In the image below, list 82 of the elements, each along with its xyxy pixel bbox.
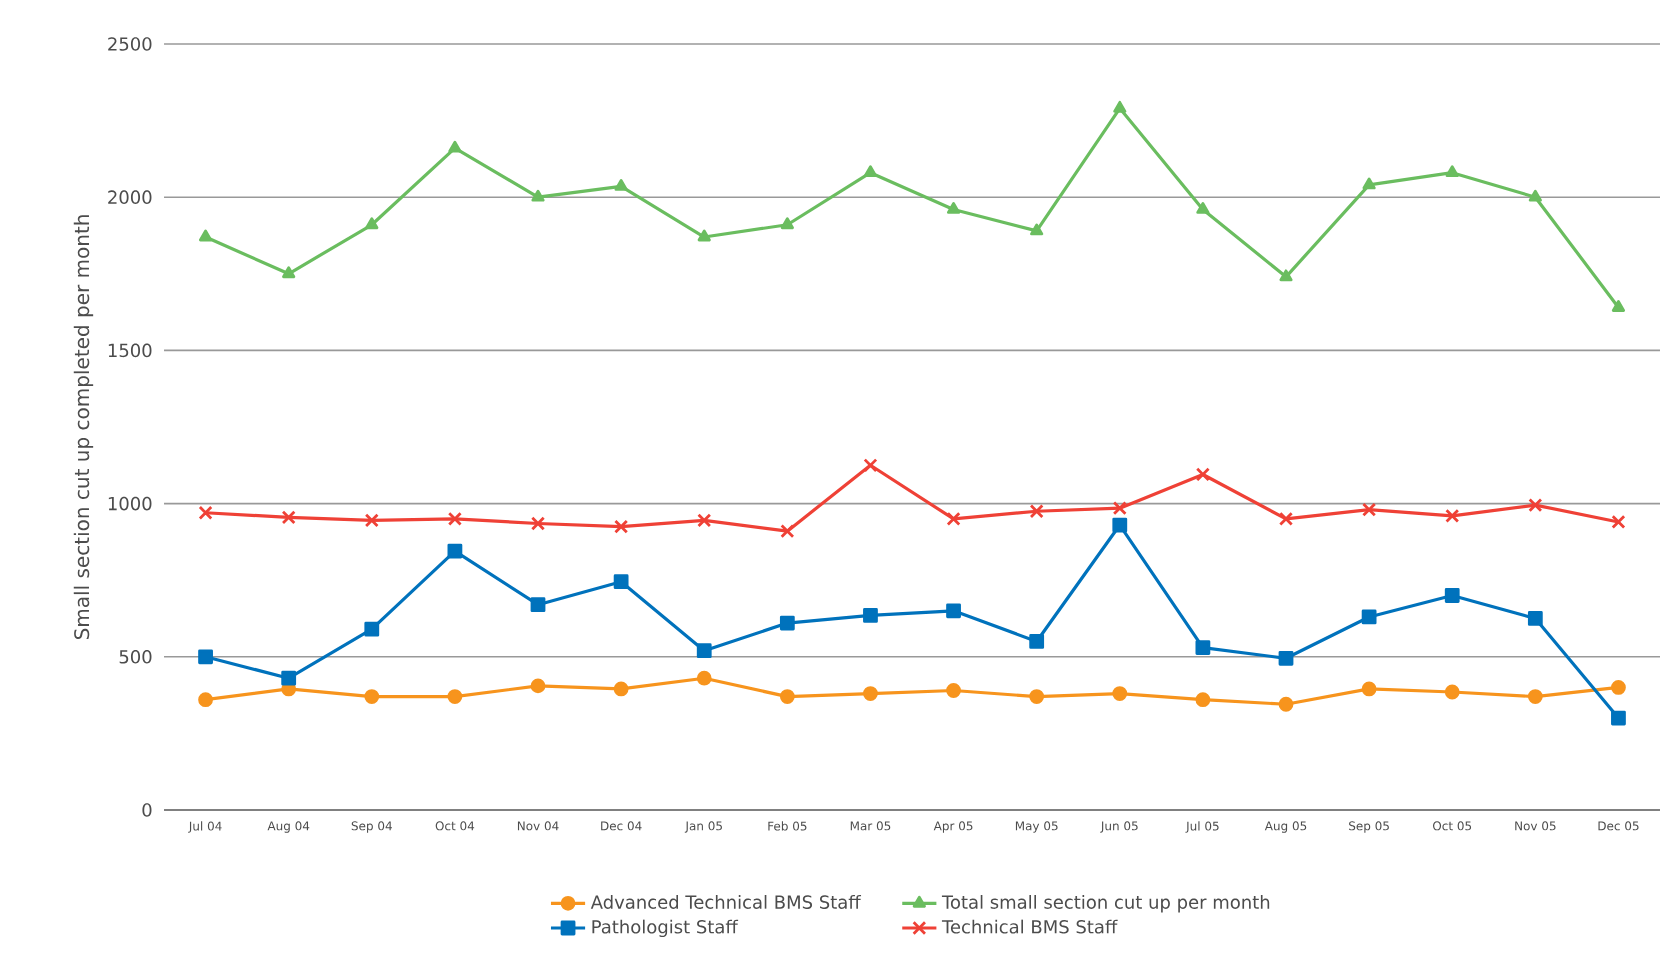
legend-label: Advanced Technical BMS Staff [590, 894, 862, 909]
point [613, 574, 629, 590]
point [1278, 511, 1294, 526]
point [364, 689, 380, 705]
point [1029, 634, 1045, 649]
point [1445, 508, 1460, 523]
point [1030, 223, 1044, 236]
point [779, 615, 795, 631]
point [448, 140, 462, 153]
y-tick-label: 0 [142, 803, 152, 817]
point [1112, 501, 1127, 516]
y-tick-label: 1500 [108, 343, 152, 358]
point [779, 689, 795, 705]
point [1195, 467, 1210, 482]
y-tick-label: 2000 [108, 190, 152, 204]
point [1527, 689, 1543, 705]
point [946, 683, 961, 698]
point [1278, 696, 1294, 712]
point [1528, 189, 1542, 202]
y-tick-label: 2500 [108, 37, 152, 51]
point [1611, 300, 1626, 312]
point [447, 689, 463, 705]
point [1113, 100, 1127, 113]
point [530, 597, 546, 613]
point [1444, 588, 1460, 603]
point [697, 513, 712, 528]
point [1362, 502, 1377, 517]
point [1195, 640, 1211, 655]
point [1195, 692, 1211, 708]
point [780, 524, 795, 539]
point [863, 608, 878, 623]
y-tick-label: 500 [119, 649, 152, 664]
point [1029, 504, 1044, 519]
point [282, 266, 296, 279]
point [198, 505, 213, 520]
point [1362, 177, 1376, 190]
point [1527, 611, 1543, 626]
point [1444, 684, 1460, 700]
point [198, 649, 213, 665]
point [1611, 710, 1626, 726]
point [1112, 517, 1128, 533]
legend-label: Total small section cut up per month [941, 894, 1270, 913]
point [530, 678, 546, 694]
point [863, 458, 878, 473]
point [1361, 609, 1377, 625]
point [697, 229, 711, 242]
point [281, 670, 297, 686]
point [447, 543, 463, 559]
point [365, 217, 379, 230]
legend-label: Technical BMS Staff [941, 919, 1118, 934]
point [531, 189, 545, 202]
point [696, 643, 712, 659]
point [1112, 686, 1128, 701]
point [198, 229, 213, 242]
point [780, 217, 794, 230]
point [364, 513, 379, 528]
point [1445, 165, 1459, 178]
point [946, 202, 961, 214]
point [696, 670, 712, 686]
point [447, 511, 462, 526]
y-axis-title: Small section cut up completed per month [73, 215, 94, 640]
point [1611, 680, 1626, 695]
point [530, 516, 546, 531]
point [1029, 689, 1045, 705]
point [946, 603, 961, 619]
point [613, 681, 629, 697]
point [1279, 269, 1293, 282]
point [863, 165, 878, 178]
y-tick-label: 1000 [108, 496, 152, 511]
point [614, 179, 628, 191]
point [1611, 514, 1626, 530]
point [863, 686, 878, 701]
point [1528, 498, 1543, 513]
point [614, 519, 629, 534]
point [198, 692, 213, 708]
point [1361, 681, 1377, 697]
point [1278, 650, 1294, 666]
point [1196, 202, 1210, 214]
legend-label: Pathologist Staff [592, 919, 739, 938]
point [281, 510, 296, 525]
point [364, 621, 380, 637]
point [946, 511, 961, 526]
